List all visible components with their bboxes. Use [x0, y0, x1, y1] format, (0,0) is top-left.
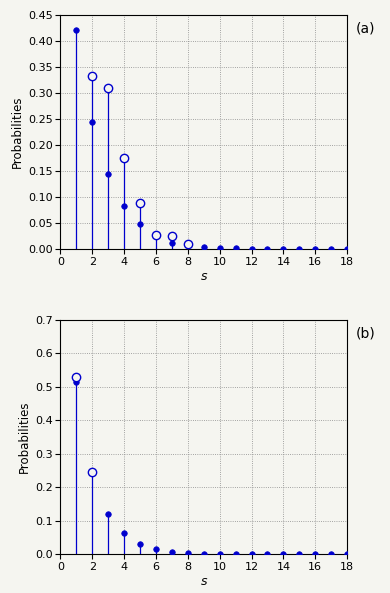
Y-axis label: Probabilities: Probabilities: [18, 401, 31, 473]
X-axis label: s: s: [200, 575, 207, 588]
Text: (b): (b): [356, 327, 376, 341]
X-axis label: s: s: [200, 270, 207, 283]
Y-axis label: Probabilities: Probabilities: [11, 96, 24, 168]
Text: (a): (a): [356, 22, 375, 36]
